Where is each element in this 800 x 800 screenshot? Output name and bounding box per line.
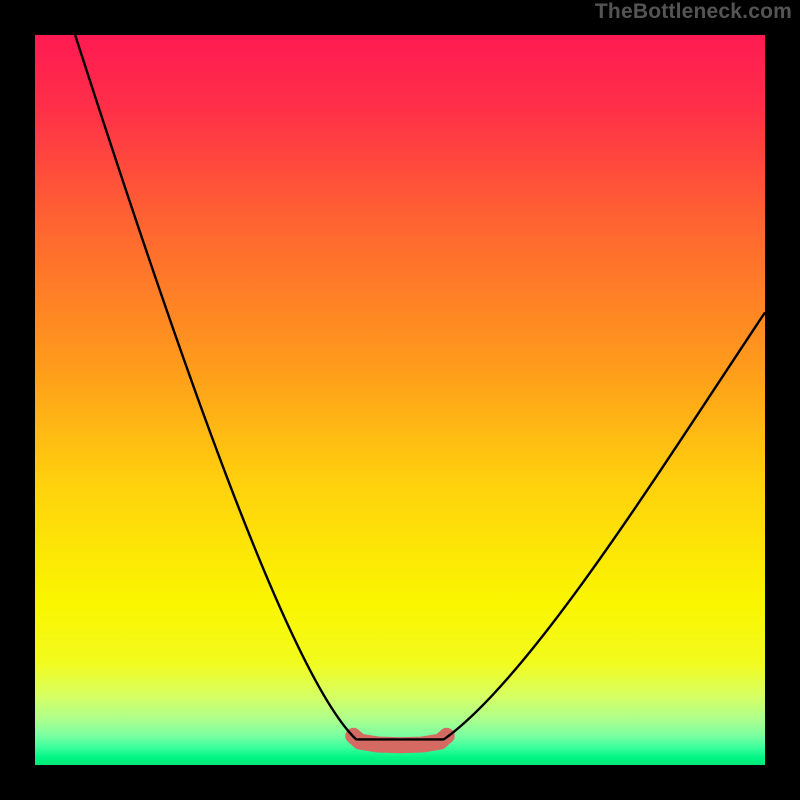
chart-frame: TheBottleneck.com: [0, 0, 800, 800]
watermark-text: TheBottleneck.com: [595, 0, 792, 24]
chart-svg: [35, 35, 765, 765]
gradient-background: [35, 35, 765, 765]
plot-area: [35, 35, 765, 765]
